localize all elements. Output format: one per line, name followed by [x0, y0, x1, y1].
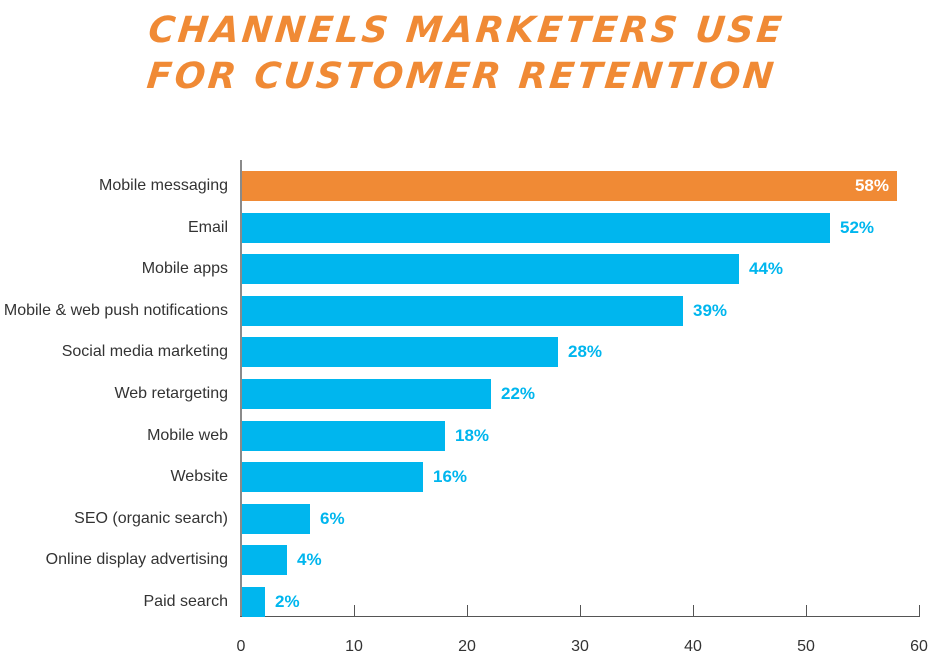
value-label: 16% — [433, 467, 468, 486]
x-axis-tick — [580, 605, 581, 616]
category-label: Web retargeting — [114, 385, 228, 402]
x-axis-tick-label: 0 — [236, 638, 246, 655]
bar-row: Mobile messaging 58% — [0, 171, 928, 201]
bar — [242, 421, 445, 451]
bar-row: Online display advertising 4% — [0, 545, 928, 575]
category-label: Mobile & web push notifications — [3, 302, 228, 319]
y-axis-line — [240, 160, 242, 617]
category-label: Mobile web — [147, 427, 228, 444]
value-label: 18% — [455, 426, 490, 445]
x-axis-tick-label: 10 — [345, 638, 363, 655]
bar — [242, 462, 423, 492]
x-axis-tick-label: 40 — [684, 638, 702, 655]
value-label: 2% — [275, 592, 300, 611]
bar-row: Social media marketing 28% — [0, 337, 928, 367]
bar — [242, 213, 830, 243]
bar-row: Web retargeting 22% — [0, 379, 928, 409]
value-label: 44% — [749, 259, 784, 278]
value-label: 22% — [501, 384, 536, 403]
value-label: 6% — [320, 509, 345, 528]
category-label: Mobile apps — [141, 260, 228, 277]
category-label: Email — [187, 219, 228, 236]
bar-row: SEO (organic search) 6% — [0, 504, 928, 534]
x-axis-tick-label: 30 — [571, 638, 589, 655]
bar — [242, 545, 287, 575]
category-label: SEO (organic search) — [74, 510, 228, 527]
category-label: Mobile messaging — [99, 177, 228, 194]
bar-row: Website 16% — [0, 462, 928, 492]
bar — [242, 379, 491, 409]
x-axis-tick — [919, 605, 920, 616]
bar-row: Email 52% — [0, 213, 928, 243]
bar — [242, 296, 683, 326]
bar-row: Mobile apps 44% — [0, 254, 928, 284]
value-label: 4% — [297, 550, 322, 569]
bar-row: Mobile web 18% — [0, 421, 928, 451]
category-label: Social media marketing — [61, 343, 228, 360]
value-label: 58% — [854, 176, 889, 195]
bar — [242, 254, 739, 284]
category-label: Paid search — [143, 593, 229, 610]
highlighted-bar — [242, 171, 897, 201]
x-axis-tick-label: 50 — [797, 638, 815, 655]
x-axis-tick — [693, 605, 694, 616]
x-axis-tick — [467, 605, 468, 616]
value-label: 28% — [568, 342, 603, 361]
x-axis-tick — [354, 605, 355, 616]
bar-row: Paid search 2% — [0, 587, 928, 617]
x-axis-line — [240, 616, 920, 617]
x-axis-tick-label: 60 — [910, 638, 928, 655]
bar — [242, 587, 265, 617]
category-label: Online display advertising — [45, 551, 228, 568]
bar — [242, 337, 558, 367]
x-axis-tick — [806, 605, 807, 616]
bar — [242, 504, 310, 534]
x-axis-tick-label: 20 — [458, 638, 476, 655]
value-label: 39% — [693, 301, 728, 320]
category-label: Website — [170, 468, 228, 485]
value-label: 52% — [840, 218, 875, 237]
bar-row: Mobile & web push notifications 39% — [0, 296, 928, 326]
